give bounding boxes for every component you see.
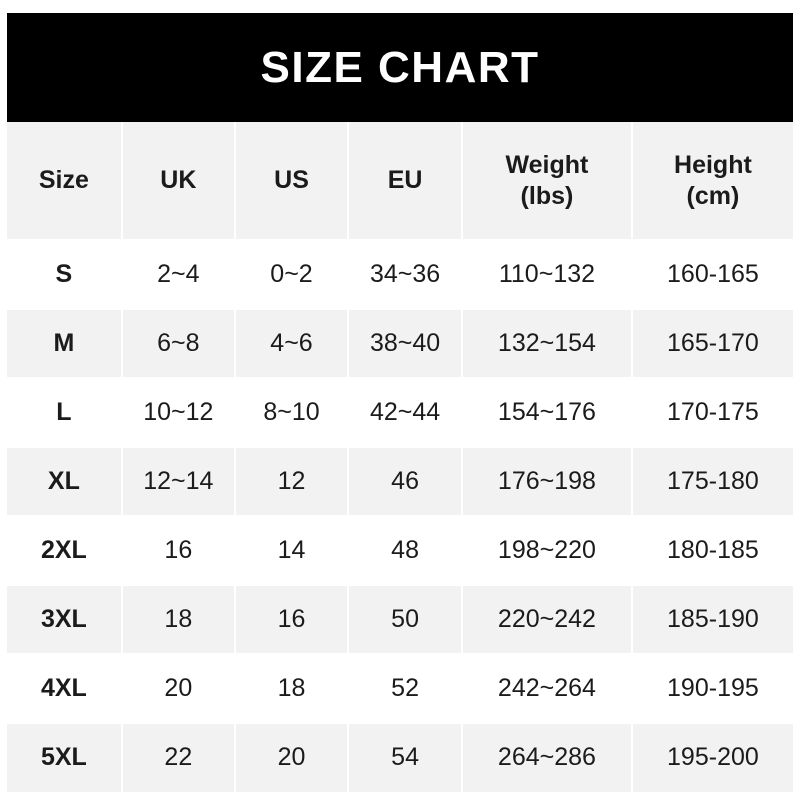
cell-uk: 2~4 [121, 240, 236, 310]
cell-height: 160-165 [631, 240, 793, 310]
cell-size: M [7, 309, 123, 379]
column-header-us: US [234, 122, 350, 241]
cell-eu: 54 [348, 723, 464, 792]
cell-eu: 38~40 [348, 309, 464, 379]
cell-us: 12 [234, 447, 350, 517]
cell-eu: 50 [348, 585, 464, 655]
cell-height: 165-170 [631, 309, 793, 379]
cell-size: XL [7, 447, 123, 517]
cell-size: 3XL [7, 585, 123, 655]
cell-eu: 52 [348, 654, 464, 724]
cell-size: 5XL [7, 723, 123, 792]
cell-height: 170-175 [631, 378, 793, 448]
cell-weight: 132~154 [462, 309, 633, 379]
cell-height: 195-200 [667, 743, 759, 772]
table-header: Size UK US EU Weight (lbs) Height (cm) [7, 122, 793, 241]
cell-weight: 154~176 [462, 378, 633, 448]
column-header-uk: UK [121, 122, 236, 241]
table-row: M 6~8 4~6 38~40 132~154 165-170 [7, 309, 793, 379]
cell-us: 16 [234, 585, 350, 655]
table-row: L 10~12 8~10 42~44 154~176 170-175 [7, 378, 793, 448]
header-row: Size UK US EU Weight (lbs) Height (cm) [7, 122, 793, 241]
column-header-size: Size [7, 122, 123, 241]
column-header-label: EU [387, 166, 423, 195]
column-header-eu: EU [348, 122, 464, 241]
cell-uk: 22 [121, 723, 236, 792]
table-body: S 2~4 0~2 34~36 110~132 160-165 M 6~8 4~6 38~40 13… [7, 240, 793, 792]
table-row: 4XL 20 18 52 242~264 190-195 [7, 654, 793, 724]
cell-height: 175-180 [631, 447, 793, 517]
cell-uk: 16 [121, 516, 236, 586]
column-header-label: Height [674, 151, 752, 179]
cell-us: 18 [234, 654, 350, 724]
cell-weight: 264~286 [462, 723, 633, 792]
table-row: 2XL 16 14 48 198~220 180-185 [7, 516, 793, 586]
cell-size: S [7, 240, 123, 310]
cell-us: 14 [234, 516, 350, 586]
cell-eu: 46 [348, 447, 464, 517]
column-header-label: Size [38, 166, 89, 195]
column-header-label: UK [160, 166, 197, 195]
column-header-unit: (cm) [686, 181, 740, 210]
cell-us: 8~10 [234, 378, 350, 448]
cell-size: 2XL [7, 516, 123, 586]
column-header-label: US [274, 166, 309, 195]
page-title: SIZE CHART [260, 42, 540, 92]
column-header-label: Weight [505, 151, 589, 179]
cell-us: 20 [234, 723, 350, 792]
cell-uk: 20 [121, 654, 236, 724]
cell-uk: 10~12 [121, 378, 236, 448]
table-row: 3XL 18 16 50 220~242 185-190 [7, 585, 793, 655]
column-header-height: Height (cm) [631, 122, 793, 241]
cell-weight: 176~198 [462, 447, 633, 517]
cell-weight: 110~132 [462, 240, 633, 310]
cell-eu: 48 [348, 516, 464, 586]
cell-size: L [7, 378, 123, 448]
size-chart-table: Size UK US EU Weight (lbs) Height (cm) S 2~4 0~2 3… [7, 122, 793, 792]
cell-eu: 42~44 [348, 378, 464, 448]
cell-height: 185-190 [631, 585, 793, 655]
cell-size: 4XL [7, 654, 123, 724]
table-row: S 2~4 0~2 34~36 110~132 160-165 [7, 240, 793, 310]
table-row: 5XL 22 20 54 264~286 195-200 [7, 723, 793, 792]
column-header-unit: (lbs) [520, 181, 574, 210]
cell-us: 0~2 [234, 240, 350, 310]
cell-uk: 6~8 [121, 309, 236, 379]
cell-weight: 242~264 [462, 654, 633, 724]
column-header-weight: Weight (lbs) [462, 122, 633, 241]
cell-weight: 220~242 [462, 585, 633, 655]
cell-height: 180-185 [631, 516, 793, 586]
cell-uk: 18 [121, 585, 236, 655]
cell-eu: 34~36 [348, 240, 464, 310]
cell-us: 4~6 [234, 309, 350, 379]
table-row: XL 12~14 12 46 176~198 175-180 [7, 447, 793, 517]
cell-height: 190-195 [631, 654, 793, 724]
cell-weight: 198~220 [462, 516, 633, 586]
cell-uk: 12~14 [121, 447, 236, 517]
title-banner: SIZE CHART [7, 13, 793, 122]
